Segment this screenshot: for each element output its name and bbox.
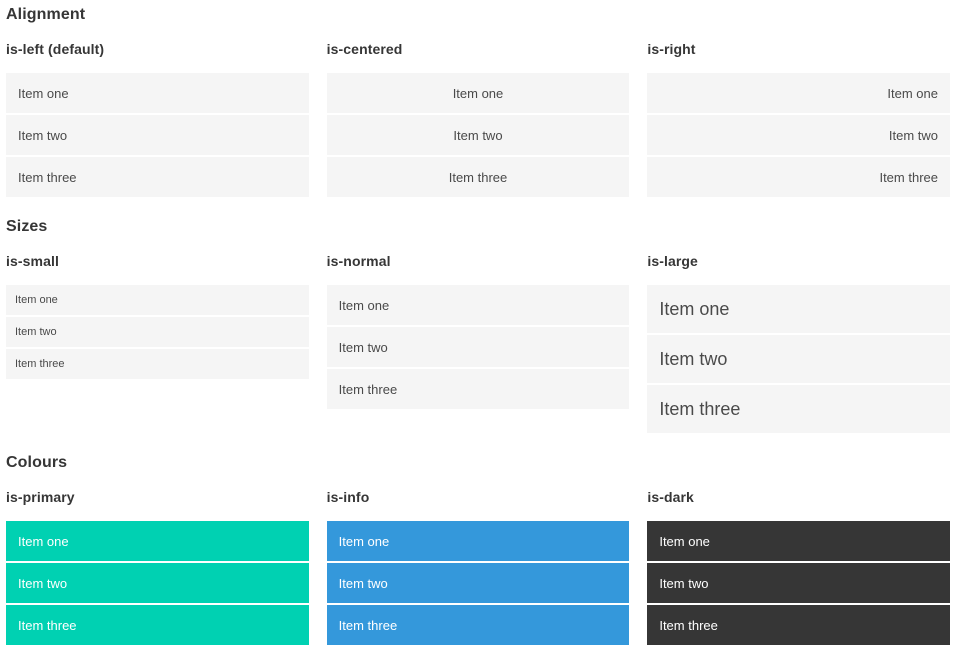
list-is-small: Item one Item two Item three [6,285,309,379]
column-is-normal: is-normal Item one Item two Item three [326,253,630,433]
list-is-right: Item one Item two Item three [647,73,950,197]
list-is-primary: Item one Item two Item three [6,521,309,645]
column-subtitle: is-centered [326,41,403,57]
list-item[interactable]: Item one [647,73,950,113]
list-item[interactable]: Item three [647,385,950,433]
column-is-dark: is-dark Item one Item two Item three [647,490,950,645]
column-subtitle: is-primary [6,489,75,505]
column-is-left: is-left (default) Item one Item two Item… [6,42,309,197]
list-item[interactable]: Item one [647,285,950,333]
column-is-primary: is-primary Item one Item two Item three [6,490,309,645]
section-title: Colours [6,454,68,471]
list-item[interactable]: Item one [647,521,950,561]
column-subtitle: is-left (default) [6,41,105,57]
column-subtitle: is-normal [326,253,391,269]
list-item[interactable]: Item three [6,349,309,379]
sizes-columns: is-small Item one Item two Item three is… [6,254,950,433]
list-item[interactable]: Item one [326,73,630,113]
list-is-normal: Item one Item two Item three [326,285,630,409]
list-is-info: Item one Item two Item three [326,521,630,645]
column-is-large: is-large Item one Item two Item three [647,254,950,433]
list-item[interactable]: Item two [326,115,630,155]
list-is-left: Item one Item two Item three [6,73,309,197]
list-is-large: Item one Item two Item three [647,285,950,433]
list-item[interactable]: Item three [647,605,950,645]
section-title: Alignment [6,6,86,23]
list-item[interactable]: Item two [326,563,630,603]
list-item[interactable]: Item two [647,115,950,155]
list-item[interactable]: Item three [326,157,630,197]
column-is-small: is-small Item one Item two Item three [6,254,309,433]
section-alignment: Alignment is-left (default) Item one Ite… [6,5,950,197]
column-subtitle: is-dark [647,489,694,505]
list-item[interactable]: Item two [6,563,309,603]
column-subtitle: is-info [326,489,370,505]
column-subtitle: is-large [647,253,698,269]
list-item[interactable]: Item one [6,521,309,561]
list-item[interactable]: Item one [6,73,309,113]
list-is-centered: Item one Item two Item three [326,73,630,197]
list-item[interactable]: Item two [647,335,950,383]
list-item[interactable]: Item two [326,327,630,367]
list-item[interactable]: Item two [6,115,309,155]
column-subtitle: is-right [647,41,696,57]
colours-columns: is-primary Item one Item two Item three … [6,490,950,645]
list-item[interactable]: Item three [326,605,630,645]
list-item[interactable]: Item two [6,317,309,347]
section-colours: Colours is-primary Item one Item two Ite… [6,453,950,645]
column-is-info: is-info Item one Item two Item three [326,489,630,645]
list-item[interactable]: Item one [326,285,630,325]
list-item[interactable]: Item three [647,157,950,197]
list-is-dark: Item one Item two Item three [647,521,950,645]
column-is-centered: is-centered Item one Item two Item three [326,41,630,197]
section-sizes: Sizes is-small Item one Item two Item th… [6,217,950,433]
column-is-right: is-right Item one Item two Item three [647,42,950,197]
list-item[interactable]: Item three [6,157,309,197]
list-item[interactable]: Item three [6,605,309,645]
list-item[interactable]: Item one [6,285,309,315]
list-item[interactable]: Item one [326,521,630,561]
list-item[interactable]: Item two [647,563,950,603]
alignment-columns: is-left (default) Item one Item two Item… [6,42,950,197]
list-item[interactable]: Item three [326,369,630,409]
section-title: Sizes [6,218,48,235]
column-subtitle: is-small [6,253,59,269]
